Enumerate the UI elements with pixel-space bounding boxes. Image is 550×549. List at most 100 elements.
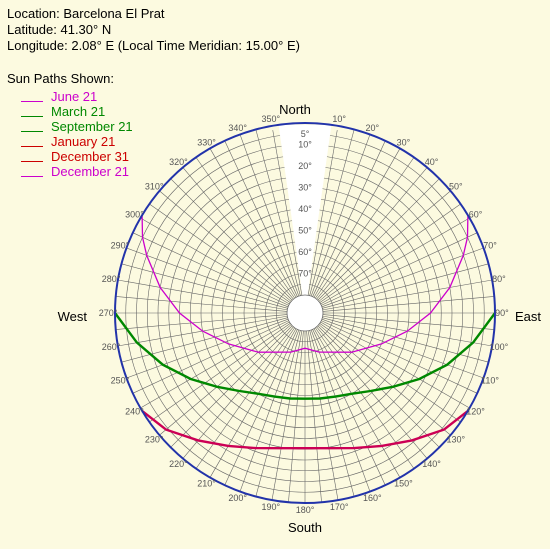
altitude-tick-label: 60°: [298, 247, 312, 257]
legend-swatch: [21, 116, 43, 117]
azimuth-spoke: [317, 178, 440, 301]
compass-north-label: North: [279, 102, 311, 117]
azimuth-spoke: [149, 323, 291, 423]
azimuth-spoke: [313, 328, 401, 478]
azimuth-spoke: [121, 263, 288, 309]
sun-path-line: [141, 409, 469, 450]
azimuth-spoke: [182, 326, 294, 459]
azimuth-spoke: [319, 323, 461, 423]
azimuth-tick-label: 330°: [197, 137, 216, 147]
azimuth-spoke: [310, 329, 371, 492]
azimuth-tick-label: 180°: [296, 505, 315, 515]
legend-title: Sun Paths Shown:: [7, 71, 114, 86]
altitude-tick-label: 20°: [298, 161, 312, 171]
azimuth-spoke: [121, 317, 288, 363]
azimuth-tick-label: 30°: [397, 137, 411, 147]
sun-path-line: [141, 215, 469, 353]
compass-south-label: South: [288, 520, 322, 535]
azimuth-tick-label: 190°: [261, 502, 280, 512]
azimuth-spoke: [322, 317, 489, 363]
legend-item: March 21: [7, 104, 133, 119]
legend-label: September 21: [51, 119, 133, 134]
azimuth-tick-label: 300°: [125, 210, 144, 220]
azimuth-spoke: [322, 296, 495, 312]
azimuth-tick-label: 230°: [145, 435, 164, 445]
azimuth-tick-label: 150°: [394, 479, 413, 489]
azimuth-spoke: [255, 129, 301, 296]
legend-item: December 21: [7, 164, 133, 179]
azimuth-tick-label: 220°: [169, 459, 188, 469]
azimuth-tick-label: 280°: [102, 274, 121, 284]
azimuth-spoke: [319, 203, 461, 303]
azimuth-tick-label: 260°: [102, 342, 121, 352]
azimuth-tick-label: 160°: [363, 493, 382, 503]
azimuth-tick-label: 200°: [228, 493, 247, 503]
north-label-gap: [278, 124, 332, 296]
azimuth-tick-label: 170°: [330, 502, 349, 512]
azimuth-spoke: [322, 314, 495, 330]
azimuth-tick-label: 120°: [466, 406, 485, 416]
compass-east-label: East: [515, 309, 541, 324]
azimuth-tick-label: 20°: [366, 123, 380, 133]
legend-swatch: [21, 131, 43, 132]
azimuth-spoke: [317, 325, 440, 448]
grid-lines: [115, 124, 495, 503]
azimuth-tick-label: 140°: [422, 459, 441, 469]
azimuth-spoke: [312, 329, 386, 486]
azimuth-spoke: [316, 326, 428, 459]
compass-west-label: West: [58, 309, 88, 324]
azimuth-spoke: [170, 178, 293, 301]
azimuth-spoke: [309, 330, 355, 497]
azimuth-spoke: [140, 321, 290, 409]
longitude-label: Longitude: 2.08° E (Local Time Meridian:…: [7, 38, 300, 53]
zenith-circle: [286, 294, 324, 332]
azimuth-spoke: [140, 217, 290, 305]
azimuth-tick-label: 80°: [492, 274, 506, 284]
azimuth-spoke: [159, 190, 292, 302]
legend-label: March 21: [51, 104, 106, 119]
sun-path-series: [114, 215, 496, 450]
azimuth-spoke: [224, 329, 298, 486]
azimuth-spoke: [318, 324, 451, 436]
azimuth-spoke: [255, 330, 301, 497]
azimuth-spoke: [316, 167, 428, 300]
azimuth-spoke: [288, 330, 304, 503]
azimuth-tick-label: 270°: [99, 308, 118, 318]
azimuth-spoke: [318, 190, 451, 302]
azimuth-spoke: [115, 296, 288, 312]
azimuth-spoke: [132, 232, 289, 306]
azimuth-tick-label: 320°: [169, 157, 188, 167]
azimuth-spoke: [239, 329, 300, 492]
legend-swatch: [21, 146, 43, 147]
azimuth-spoke: [321, 232, 478, 306]
azimuth-spoke: [307, 130, 338, 296]
location-label: Location: Barcelona El Prat: [7, 6, 165, 21]
azimuth-tick-label: 290°: [111, 241, 130, 251]
altitude-tick-label: 5°: [301, 129, 310, 139]
azimuth-tick-label: 60°: [469, 210, 483, 220]
legend-item: September 21: [7, 119, 133, 134]
chart-labels: 10° 20° 30° 40° 50° 60° 70° 80° 90° 100° 110° 120° 1…: [58, 102, 542, 535]
azimuth-spoke: [313, 148, 401, 298]
azimuth-spoke: [320, 217, 470, 305]
azimuth-spoke: [126, 247, 289, 308]
legend-item: January 21: [7, 134, 133, 149]
azimuth-tick-label: 310°: [145, 181, 164, 191]
azimuth-spoke: [322, 279, 493, 311]
azimuth-tick-label: 50°: [449, 181, 463, 191]
altitude-tick-label: 50°: [298, 226, 312, 236]
chart-grid: [115, 124, 495, 503]
azimuth-spoke: [195, 157, 295, 299]
azimuth-tick-label: 100°: [490, 342, 509, 352]
legend-label: December 31: [51, 149, 130, 164]
azimuth-spoke: [149, 203, 291, 303]
azimuth-spoke: [309, 129, 355, 296]
altitude-tick-label: 10°: [298, 140, 312, 150]
altitude-tick-label: 30°: [298, 183, 312, 193]
azimuth-tick-label: 240°: [125, 406, 144, 416]
azimuth-tick-label: 40°: [425, 157, 439, 167]
azimuth-spoke: [315, 327, 415, 469]
azimuth-tick-label: 250°: [111, 375, 130, 385]
azimuth-spoke: [271, 330, 303, 501]
